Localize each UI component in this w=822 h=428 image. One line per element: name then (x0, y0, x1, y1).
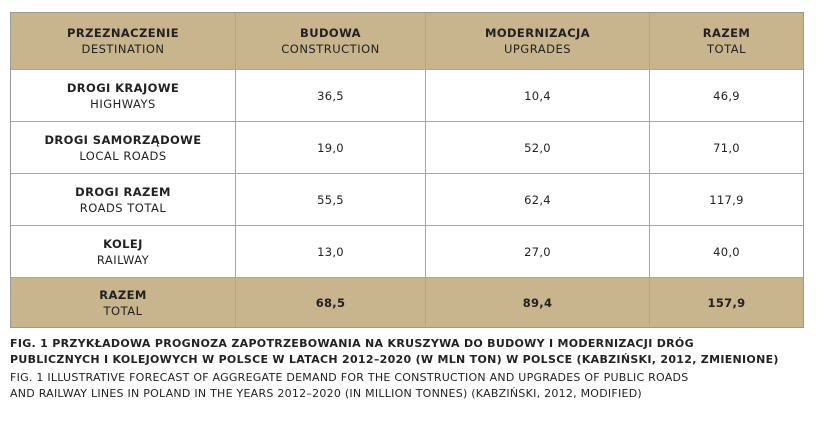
header-construction: BUDOWA CONSTRUCTION (235, 13, 425, 69)
table-row: DROGI KRAJOWE HIGHWAYS 36,5 10,4 46,9 (11, 69, 803, 121)
caption-polish: FIG. 1 PRZYKŁADOWA PROGNOZA ZAPOTRZEBOWA… (10, 336, 810, 368)
cell-total: 40,0 (649, 226, 803, 277)
demand-table: PRZEZNACZENIE DESTINATION BUDOWA CONSTRU… (10, 12, 804, 328)
cell-total: 157,9 (649, 278, 803, 327)
value: 46,9 (713, 88, 740, 103)
cell-construction: 55,5 (235, 174, 425, 225)
value: 40,0 (713, 244, 740, 259)
header-label-en: TOTAL (707, 42, 746, 56)
cell-upgrades: 27,0 (425, 226, 649, 277)
cell-total: 46,9 (649, 70, 803, 121)
row-label-pl: KOLEJ (103, 236, 143, 251)
caption-line: AND RAILWAY LINES IN POLAND IN THE YEARS… (10, 387, 642, 400)
table-header-row: PRZEZNACZENIE DESTINATION BUDOWA CONSTRU… (11, 13, 803, 69)
row-label-pl: DROGI RAZEM (75, 184, 171, 199)
caption-line: FIG. 1 ILLUSTRATIVE FORECAST OF AGGREGAT… (10, 371, 689, 384)
value: 157,9 (707, 295, 746, 310)
value: 71,0 (713, 140, 740, 155)
row-label-en: TOTAL (103, 303, 143, 318)
row-destination: KOLEJ RAILWAY (11, 226, 235, 277)
cell-construction: 19,0 (235, 122, 425, 173)
header-label-en: UPGRADES (503, 42, 572, 56)
value: 55,5 (317, 192, 344, 207)
row-destination: RAZEM TOTAL (11, 278, 235, 327)
cell-construction: 36,5 (235, 70, 425, 121)
table-row: DROGI RAZEM ROADS TOTAL 55,5 62,4 117,9 (11, 173, 803, 225)
value: 52,0 (524, 140, 551, 155)
value: 117,9 (709, 192, 744, 207)
header-label-en: DESTINATION (81, 42, 165, 56)
row-label-pl: DROGI KRAJOWE (66, 80, 180, 95)
header-label-en: CONSTRUCTION (281, 42, 380, 56)
cell-upgrades: 10,4 (425, 70, 649, 121)
value: 36,5 (317, 88, 344, 103)
figure-caption: FIG. 1 PRZYKŁADOWA PROGNOZA ZAPOTRZEBOWA… (10, 336, 810, 402)
table-row: DROGI SAMORZĄDOWE LOCAL ROADS 19,0 52,0 … (11, 121, 803, 173)
row-destination: DROGI KRAJOWE HIGHWAYS (11, 70, 235, 121)
header-destination: PRZEZNACZENIE DESTINATION (11, 13, 235, 69)
caption-line: PUBLICZNYCH I KOLEJOWYCH W POLSCE W LATA… (10, 353, 779, 366)
row-destination: DROGI RAZEM ROADS TOTAL (11, 174, 235, 225)
cell-construction: 13,0 (235, 226, 425, 277)
cell-total: 71,0 (649, 122, 803, 173)
header-label-pl: MODERNIZACJA (484, 26, 591, 40)
value: 89,4 (522, 295, 553, 310)
cell-upgrades: 89,4 (425, 278, 649, 327)
table-row: KOLEJ RAILWAY 13,0 27,0 40,0 (11, 225, 803, 277)
value: 68,5 (315, 295, 346, 310)
value: 13,0 (317, 244, 344, 259)
row-label-en: LOCAL ROADS (79, 148, 167, 163)
header-label-pl: BUDOWA (300, 26, 361, 40)
header-label-pl: RAZEM (702, 26, 751, 40)
row-label-en: HIGHWAYS (90, 96, 156, 111)
caption-english: FIG. 1 ILLUSTRATIVE FORECAST OF AGGREGAT… (10, 370, 810, 402)
row-label-pl: DROGI SAMORZĄDOWE (44, 132, 202, 147)
value: 27,0 (524, 244, 551, 259)
row-destination: DROGI SAMORZĄDOWE LOCAL ROADS (11, 122, 235, 173)
cell-total: 117,9 (649, 174, 803, 225)
header-total: RAZEM TOTAL (649, 13, 803, 69)
cell-upgrades: 62,4 (425, 174, 649, 225)
row-label-pl: RAZEM (99, 287, 147, 302)
value: 19,0 (317, 140, 344, 155)
row-label-en: ROADS TOTAL (79, 200, 167, 215)
caption-line: FIG. 1 PRZYKŁADOWA PROGNOZA ZAPOTRZEBOWA… (10, 337, 694, 350)
cell-construction: 68,5 (235, 278, 425, 327)
value: 10,4 (524, 88, 551, 103)
value: 62,4 (524, 192, 551, 207)
header-label-pl: PRZEZNACZENIE (67, 26, 179, 40)
cell-upgrades: 52,0 (425, 122, 649, 173)
row-label-en: RAILWAY (96, 252, 150, 267)
table-total-row: RAZEM TOTAL 68,5 89,4 157,9 (11, 277, 803, 327)
header-upgrades: MODERNIZACJA UPGRADES (425, 13, 649, 69)
